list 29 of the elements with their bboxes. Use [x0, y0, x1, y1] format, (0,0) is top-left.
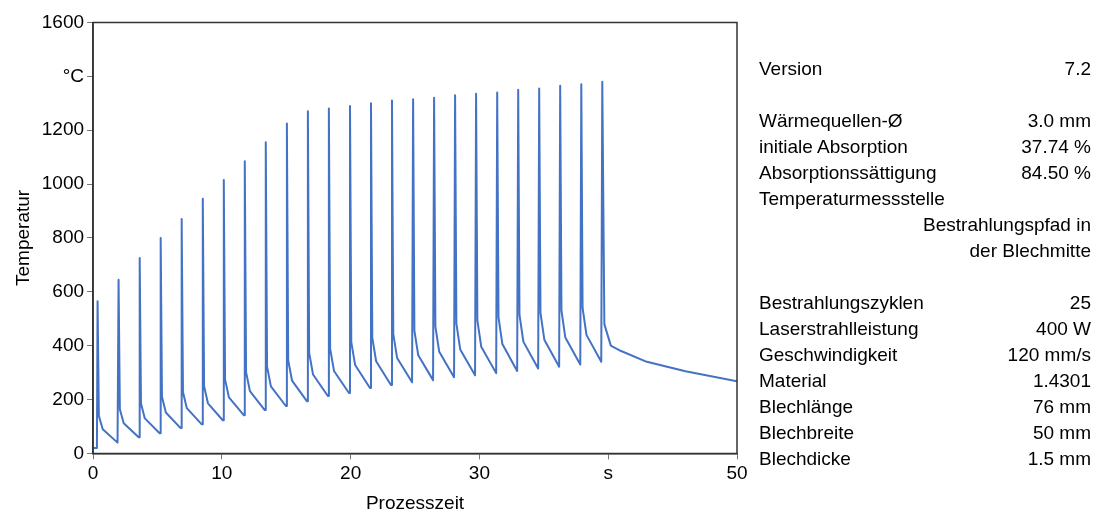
y-axis-title: Temperatur: [11, 189, 33, 286]
text: Blechlänge 76 mm: [759, 396, 1091, 417]
text: Geschwindigkeit 120 mm/s: [759, 344, 1091, 365]
y-tick-label: 400: [52, 333, 85, 355]
text: Version 7.2: [759, 58, 1091, 79]
y-tick-label: 1000: [41, 172, 85, 194]
x-tick-label: 10: [211, 462, 233, 484]
x-axis-title: Prozesszeit: [365, 491, 465, 513]
text: Temperaturmessstelle Bestrahlungspfad in der Blechmitte: [759, 187, 1091, 263]
text: Laserstrahlleistung 400 W: [759, 318, 1091, 339]
text: Blechbreite 50 mm: [759, 422, 1091, 443]
x-tick-label: 0: [87, 462, 99, 484]
y-tick-label: °C: [62, 64, 85, 86]
x-tick-label: 30: [468, 462, 490, 484]
x-tick-label: 20: [340, 462, 362, 484]
y-tick-label: 0: [73, 441, 85, 463]
text: initiale Absorption 37.74 %: [759, 136, 1091, 157]
y-tick-label: 1200: [41, 118, 85, 140]
x-tick-label: 50: [726, 462, 748, 484]
y-tick-label: 600: [52, 280, 85, 302]
x-tick-label: s: [603, 462, 613, 484]
text: Material 1.4301: [759, 370, 1091, 391]
y-tick-label: 800: [52, 226, 85, 248]
y-tick-label: 200: [52, 387, 85, 409]
y-tick-label: 1600: [41, 10, 85, 32]
text: Absorptionssättigung 84.50 %: [759, 162, 1091, 183]
text: Bestrahlungszyklen 25: [759, 292, 1091, 313]
text: Wärmequellen-Ø 3.0 mm: [759, 110, 1091, 131]
text: Blechdicke 1.5 mm: [759, 448, 1091, 469]
